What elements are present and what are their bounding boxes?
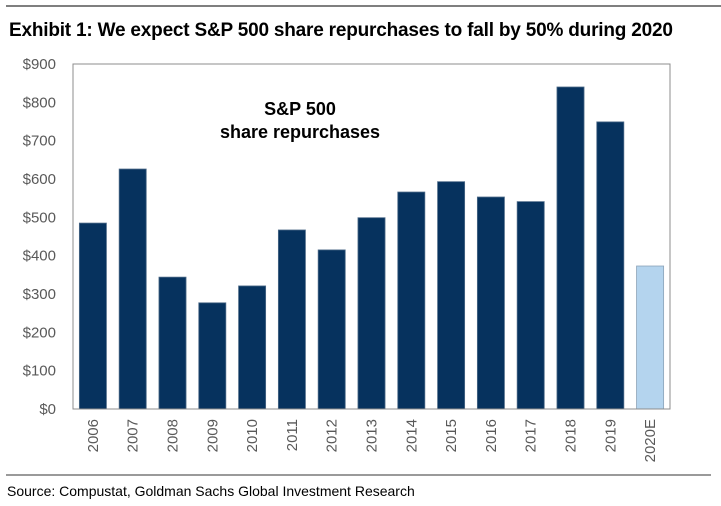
bar-chart: $0 $100 $200 $300 $400 $500 $600 $700 $800 $900 2…: [23, 56, 671, 462]
x-tick-label: 2016: [483, 419, 500, 452]
bar: [198, 302, 227, 410]
bar: [516, 201, 545, 410]
source-note: Source: Compustat, Goldman Sachs Global …: [7, 483, 415, 499]
y-tick-label: $400: [23, 248, 56, 265]
plot-frame: [72, 63, 671, 410]
x-tick-label: 2006: [85, 419, 102, 452]
x-tick-label: 2012: [324, 419, 341, 452]
bar: [317, 249, 346, 410]
x-tick-label: 2014: [403, 419, 420, 452]
chart-title: Exhibit 1: We expect S&P 500 share repur…: [9, 20, 673, 41]
y-tick-label: $0: [39, 401, 56, 418]
y-tick-label: $100: [23, 363, 56, 380]
x-tick-label: 2013: [364, 419, 381, 452]
annotation-line-2: share repurchases: [220, 122, 380, 142]
x-tick-label: 2009: [204, 419, 221, 452]
bar: [556, 86, 585, 410]
x-tick-label: 2011: [284, 419, 301, 451]
bar: [596, 121, 625, 410]
bar: [277, 229, 306, 410]
bar: [397, 191, 426, 410]
annotation-line-1: S&P 500: [264, 99, 336, 119]
bar: [158, 276, 187, 410]
bars: [78, 86, 665, 410]
y-tick-label: $600: [23, 171, 56, 188]
top-rule: [6, 5, 721, 7]
y-tick-label: $800: [23, 94, 56, 111]
bar: [238, 285, 267, 410]
bottom-rule: [6, 474, 711, 476]
x-tick-label: 2015: [443, 419, 460, 452]
bar: [476, 196, 505, 410]
x-tick-label: 2010: [244, 419, 261, 452]
y-tick-label: $900: [23, 56, 56, 73]
bar: [118, 168, 147, 410]
bar: [357, 217, 386, 410]
x-tick-label: 2017: [523, 419, 540, 452]
y-tick-label: $300: [23, 286, 56, 303]
x-tick-label: 2007: [125, 419, 142, 452]
x-tick-label: 2019: [602, 419, 619, 452]
y-tick-label: $700: [23, 133, 56, 150]
y-tick-label: $200: [23, 324, 56, 341]
x-tick-label: 2008: [165, 419, 182, 452]
y-axis-ticks: $0 $100 $200 $300 $400 $500 $600 $700 $800 $900: [23, 56, 56, 418]
x-tick-label: 2018: [563, 419, 580, 452]
y-tick-label: $500: [23, 209, 56, 226]
x-axis-ticks: 2006 2007 2008 2009 2010 2011 2012 2013 2014 2015…: [85, 419, 659, 462]
bar: [437, 181, 466, 410]
bar-estimate: [636, 265, 665, 410]
x-tick-label: 2020E: [642, 419, 659, 462]
bar: [78, 222, 107, 410]
